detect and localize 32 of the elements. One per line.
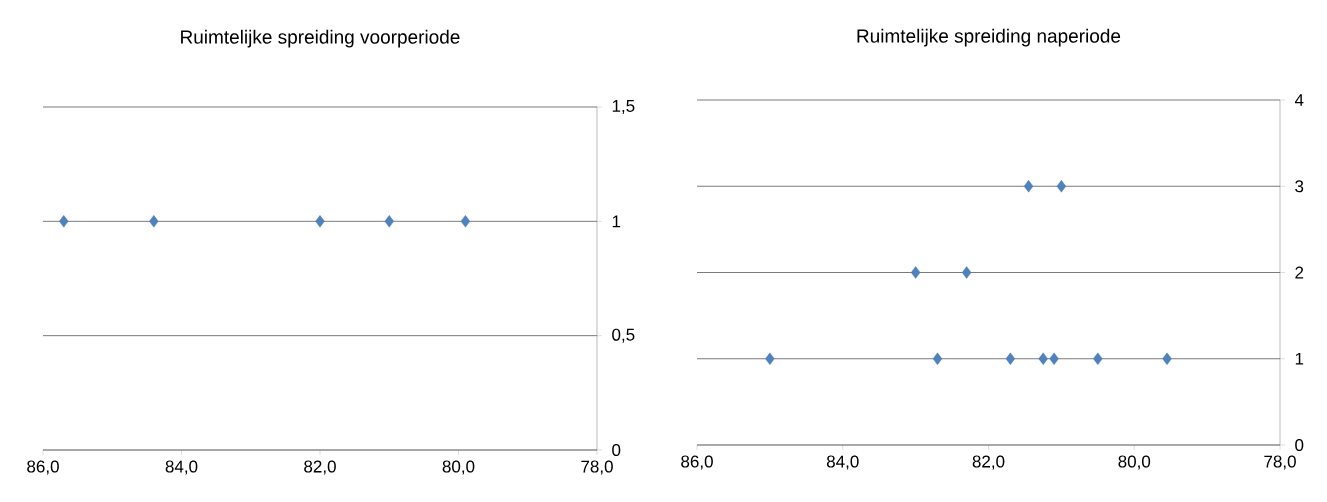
x-tick-label: 82,0 [972,455,1005,470]
point [1049,352,1059,365]
point [1005,352,1016,365]
chart-title: Ruimtelijke spreiding naperiode [857,28,1121,47]
y-tick-label: 0 [1295,438,1304,452]
point [1093,352,1103,365]
point [961,266,972,279]
point [1056,180,1067,193]
x-tick-label: 78,0 [1264,455,1296,470]
y-tick-label: 1 [1295,352,1304,365]
x-tick-label: 80,0 [1118,455,1151,470]
x-tick-label: 84,0 [826,455,859,470]
chart-title: Ruimtelijke spreiding voorperiode [181,29,460,48]
y-tick-label: 3 [1295,180,1304,193]
point [1023,180,1034,193]
y-tick-label: 2 [1295,266,1304,279]
x-tick-label: 86,0 [681,455,713,470]
point [932,352,943,365]
x-tick-label: 82,0 [304,460,336,475]
point [910,266,921,279]
y-tick-label: 1 [612,215,621,228]
point [1038,352,1048,365]
x-tick-label: 80,0 [442,460,475,475]
x-tick-label: 84,0 [165,460,198,475]
x-tick-label: 78,0 [581,460,613,475]
point [765,352,775,365]
y-tick-label: 0,5 [612,328,635,343]
y-tick-label: 4 [1294,94,1304,106]
y-tick-label: 1,5 [612,100,635,114]
y-tick-label: 0 [612,443,621,457]
point [1162,352,1172,365]
x-tick-label: 86,0 [27,460,59,475]
